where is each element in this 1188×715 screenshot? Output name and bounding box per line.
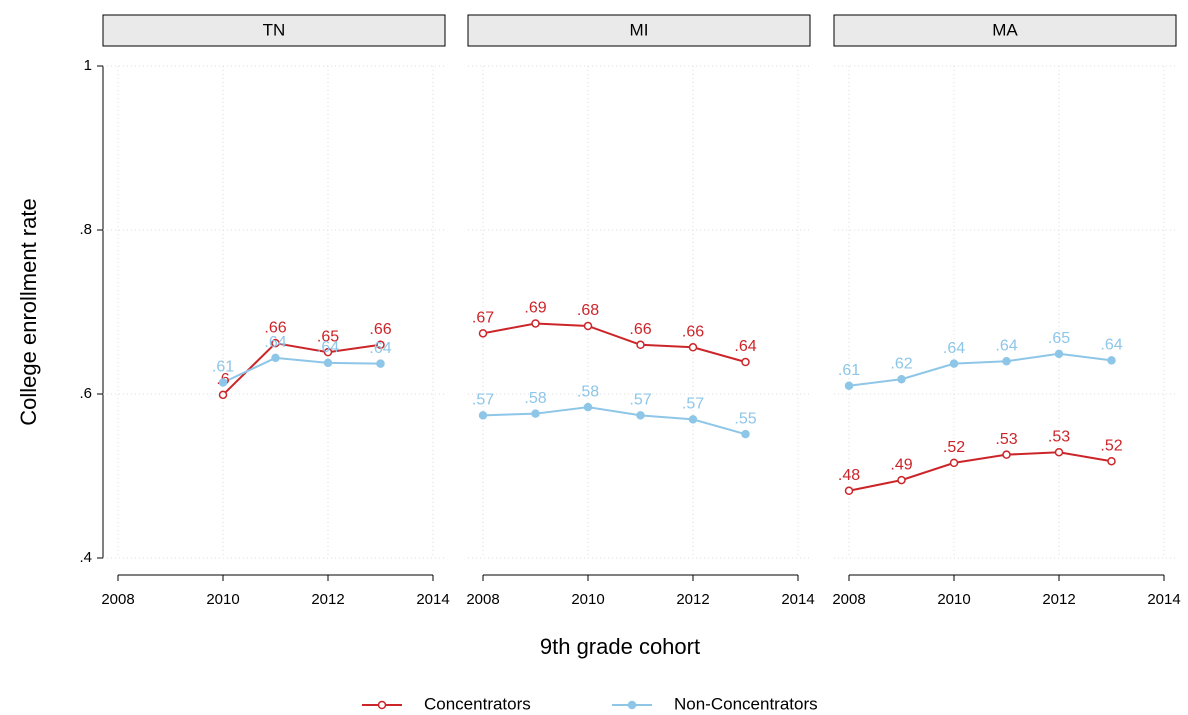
series-line xyxy=(848,352,1112,387)
value-label: .61 xyxy=(838,362,860,379)
point xyxy=(271,338,280,348)
legend-marker xyxy=(377,700,387,710)
value-label: .49 xyxy=(890,456,912,473)
value-label: .58 xyxy=(524,390,546,407)
point xyxy=(1107,456,1116,466)
point xyxy=(636,411,645,420)
point xyxy=(1054,349,1064,359)
x-tick-label: 2014 xyxy=(781,591,814,608)
value-label: .65 xyxy=(317,328,339,345)
legend-label: Non-Concentrators xyxy=(674,694,818,713)
value-label: .66 xyxy=(264,319,286,336)
point xyxy=(949,458,959,468)
value-label: .64 xyxy=(264,334,286,351)
value-label: .57 xyxy=(629,392,651,409)
point xyxy=(688,415,698,424)
point xyxy=(741,357,750,367)
point xyxy=(741,429,750,439)
point xyxy=(218,390,228,400)
value-label: .57 xyxy=(472,392,494,409)
facet-title: MA xyxy=(992,20,1018,39)
value-label: .69 xyxy=(524,300,546,317)
value-label: .57 xyxy=(682,396,704,413)
point xyxy=(1107,356,1116,365)
value-label: .61 xyxy=(212,359,234,376)
point xyxy=(376,359,385,368)
series-line xyxy=(482,406,746,436)
value-label: .64 xyxy=(317,339,339,356)
point xyxy=(323,358,333,368)
series-line xyxy=(848,451,1112,492)
point xyxy=(218,378,228,387)
value-label: .68 xyxy=(577,302,599,319)
facet-header xyxy=(467,14,811,47)
x-tick-label: 2010 xyxy=(937,591,970,608)
x-tick-label: 2008 xyxy=(466,591,499,608)
x-tick-label: 2010 xyxy=(206,591,239,608)
point xyxy=(949,359,959,368)
x-tick-label: 2012 xyxy=(676,591,709,608)
value-label: .55 xyxy=(734,410,756,427)
point xyxy=(271,353,280,363)
x-tick-label: 2010 xyxy=(571,591,604,608)
series-line xyxy=(482,322,746,363)
y-tick-label: 1 xyxy=(84,57,92,74)
value-label: .66 xyxy=(369,321,391,338)
point xyxy=(583,321,593,331)
point xyxy=(1002,356,1011,366)
legend-marker xyxy=(627,700,637,710)
legend-label: Concentrators xyxy=(424,694,531,713)
x-tick-label: 2012 xyxy=(311,591,344,608)
value-label: .66 xyxy=(682,323,704,340)
value-label: .64 xyxy=(943,340,965,357)
value-label: .64 xyxy=(369,340,391,357)
point xyxy=(897,374,906,384)
value-label: .52 xyxy=(943,439,965,456)
facet-title: TN xyxy=(263,20,286,39)
value-label: .58 xyxy=(577,383,599,400)
point xyxy=(583,402,593,412)
value-label: .62 xyxy=(890,355,912,372)
point xyxy=(1002,450,1011,459)
point xyxy=(897,475,906,485)
x-tick-label: 2014 xyxy=(416,591,449,608)
facet-title: MI xyxy=(630,20,649,39)
value-label: .64 xyxy=(995,337,1017,354)
series-line xyxy=(222,342,381,396)
point xyxy=(478,329,488,338)
point xyxy=(688,343,698,352)
x-tick-label: 2014 xyxy=(1147,591,1180,608)
value-label: .52 xyxy=(1100,437,1122,454)
value-label: .53 xyxy=(995,431,1017,448)
x-axis-label: 9th grade cohort xyxy=(540,634,700,659)
point xyxy=(844,381,854,391)
x-tick-label: 2008 xyxy=(101,591,134,608)
point xyxy=(1054,447,1064,457)
point xyxy=(478,411,488,420)
point xyxy=(844,486,854,496)
x-tick-label: 2012 xyxy=(1042,591,1075,608)
value-label: .65 xyxy=(1048,330,1070,347)
y-tick-label: .4 xyxy=(79,549,92,566)
point xyxy=(531,319,540,328)
facet-header xyxy=(102,14,446,47)
point xyxy=(636,340,645,350)
value-label: .53 xyxy=(1048,428,1070,445)
series-line xyxy=(222,356,381,384)
point xyxy=(376,340,385,350)
y-axis-label: College enrollment rate xyxy=(16,198,41,425)
value-label: .67 xyxy=(472,310,494,327)
point xyxy=(531,409,540,418)
value-label: .66 xyxy=(629,321,651,338)
point xyxy=(323,347,333,357)
y-tick-label: .8 xyxy=(79,221,92,238)
y-tick-label: .6 xyxy=(79,385,92,402)
value-label: .64 xyxy=(734,338,756,355)
value-label: .48 xyxy=(838,467,860,484)
x-tick-label: 2008 xyxy=(832,591,865,608)
value-label: .64 xyxy=(1100,337,1122,354)
facet-header xyxy=(833,14,1177,47)
